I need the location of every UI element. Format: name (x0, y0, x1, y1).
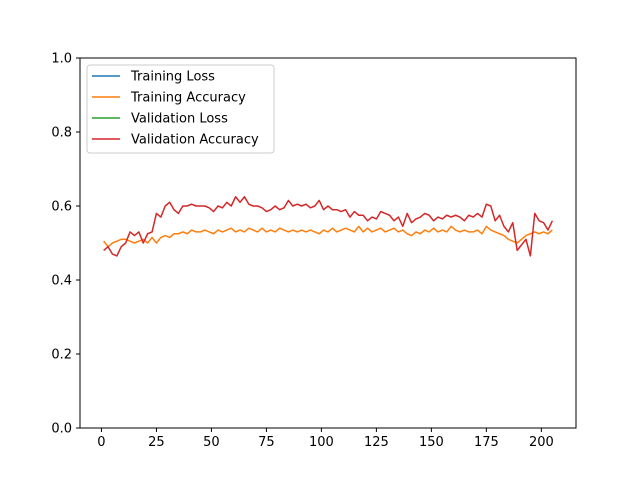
series-layer (103, 196, 554, 257)
x-tick-label: 175 (474, 435, 499, 450)
x-tick-label: 0 (97, 435, 105, 450)
legend: Training Loss Training Accuracy Validation… (86, 64, 275, 154)
legend-box (86, 64, 275, 154)
legend-label: Training Loss (130, 70, 215, 85)
x-axis-ticks: 0 25 50 75 100 125 150 175 200 (97, 428, 554, 450)
y-tick-label: 1.0 (51, 52, 72, 67)
y-axis-ticks: 0.0 0.2 0.4 0.6 0.8 1.0 (51, 52, 80, 437)
legend-label: Validation Accuracy (131, 133, 259, 148)
x-tick-label: 200 (529, 435, 554, 450)
y-tick-label: 0.6 (51, 200, 72, 215)
x-tick-label: 25 (148, 435, 165, 450)
series-line-validation-accuracy (103, 196, 554, 257)
y-tick-label: 0.0 (51, 422, 72, 437)
legend-label: Training Accuracy (130, 91, 246, 106)
x-tick-label: 125 (364, 435, 389, 450)
series-line-training-accuracy (103, 225, 553, 248)
y-tick-label: 0.4 (51, 274, 72, 289)
x-tick-label: 50 (203, 435, 220, 450)
x-tick-label: 75 (258, 435, 275, 450)
legend-label: Validation Loss (131, 112, 228, 127)
axes-frame (79, 57, 577, 429)
x-tick-label: 100 (309, 435, 334, 450)
x-tick-label: 150 (419, 435, 444, 450)
y-tick-label: 0.8 (51, 126, 72, 141)
y-tick-label: 0.2 (51, 348, 72, 363)
